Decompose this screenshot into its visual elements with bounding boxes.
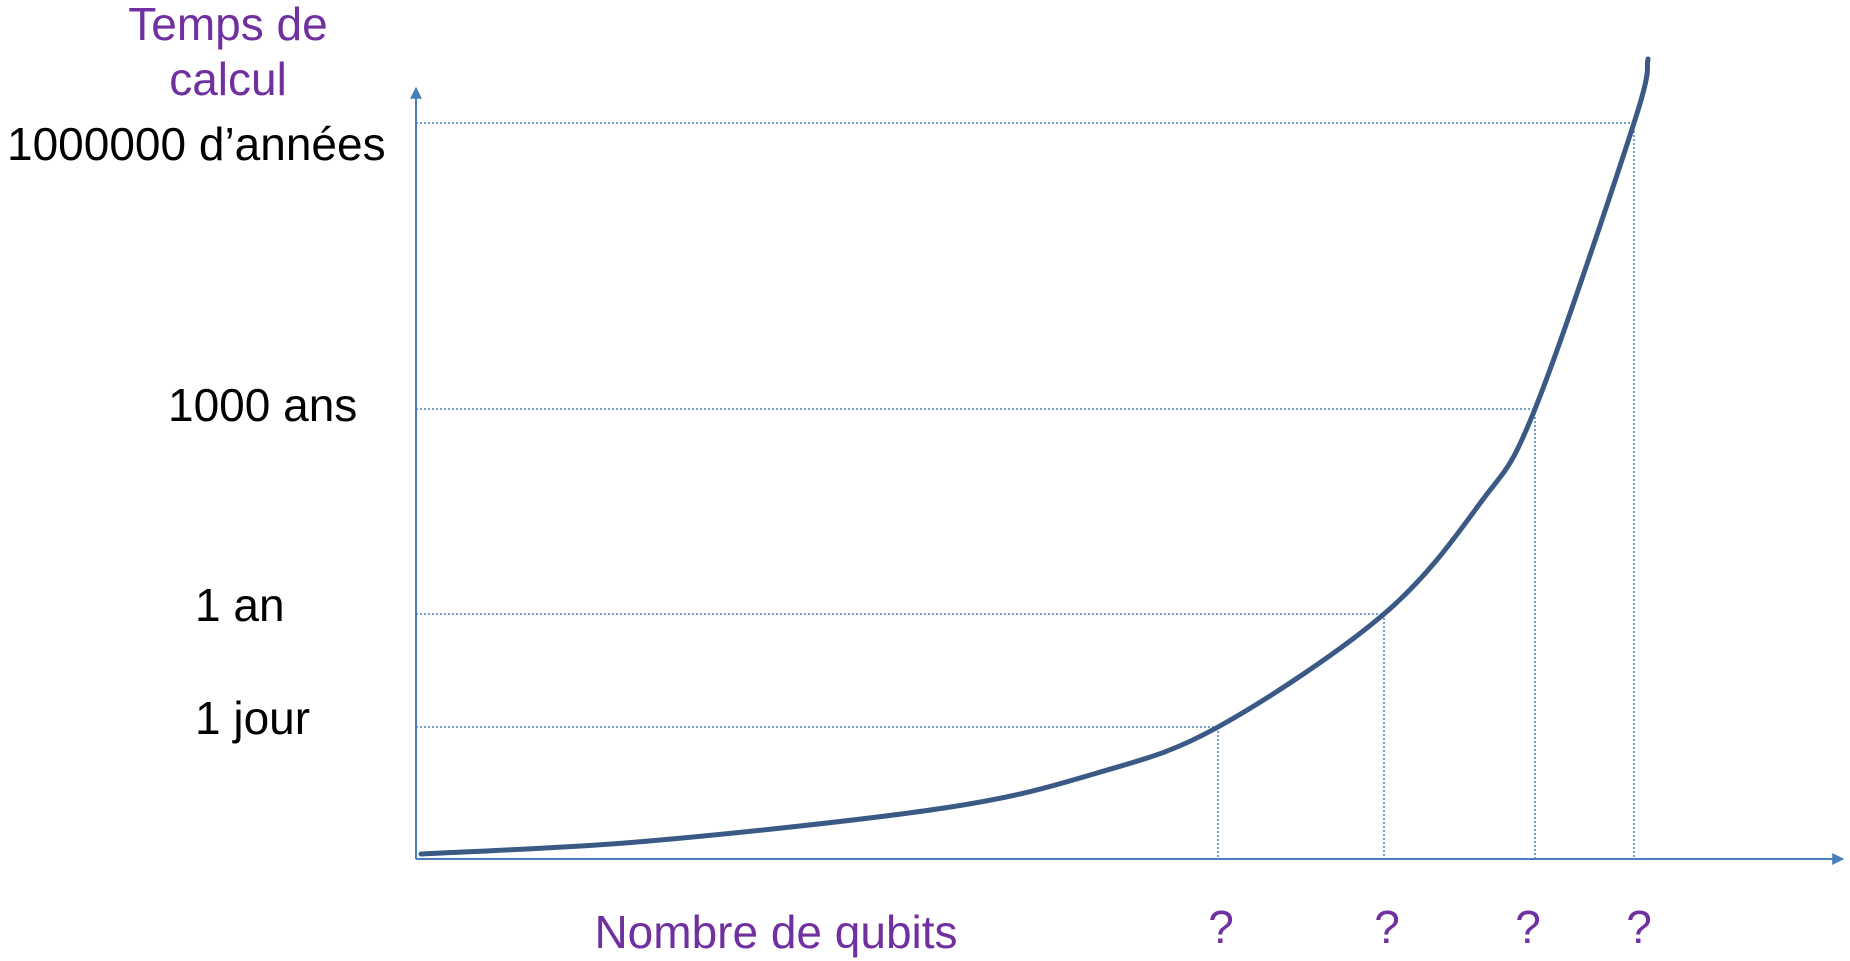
y-axis-title: Temps de: [128, 0, 327, 50]
y-label: 1 jour: [195, 692, 310, 744]
y-axis-title: calcul: [169, 53, 287, 105]
x-label: ?: [1208, 901, 1234, 953]
x-label: ?: [1515, 901, 1541, 953]
guides: [416, 122, 1635, 859]
curve: [418, 56, 1651, 857]
y-label: 1000000 d’années: [7, 118, 386, 170]
x-label: ?: [1626, 901, 1652, 953]
x-axis-title: Nombre de qubits: [594, 906, 957, 958]
y-label: 1 an: [195, 579, 285, 631]
y-label: 1000 ans: [168, 379, 357, 431]
x-label: ?: [1374, 901, 1400, 953]
